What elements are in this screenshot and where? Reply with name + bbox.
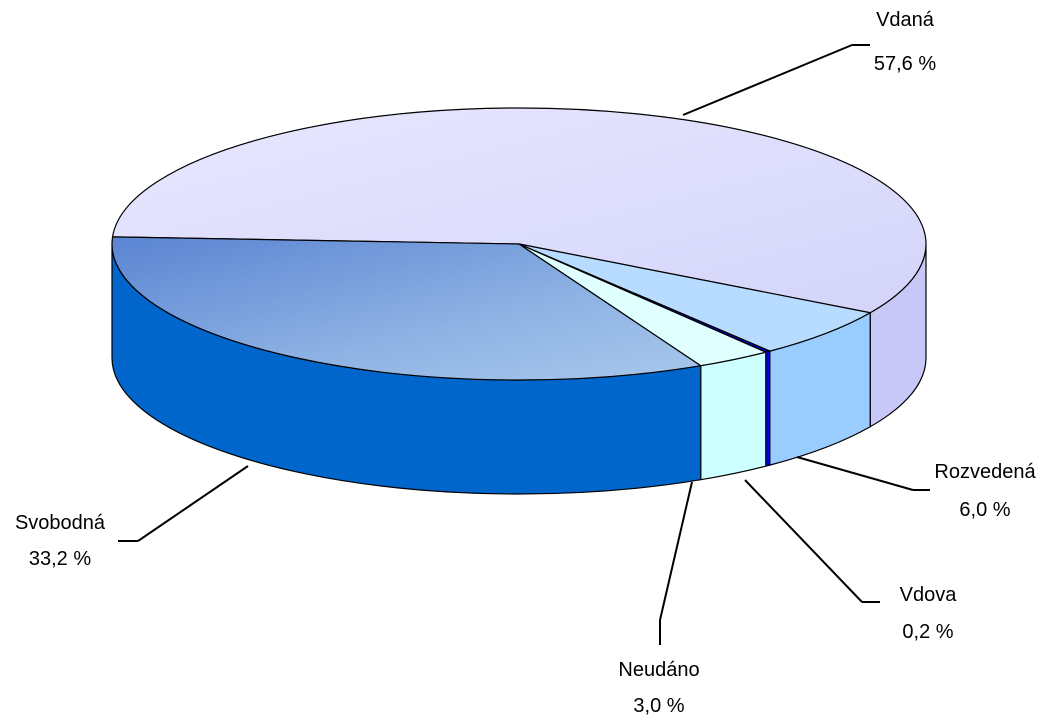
slice-label-2: Vdova — [900, 584, 958, 606]
slice-label-3: Neudáno — [618, 659, 699, 681]
slice-4 — [111, 236, 702, 381]
slice-side-3 — [700, 351, 767, 481]
slice-0 — [111, 107, 927, 314]
leader-line-3 — [659, 481, 693, 621]
slice-value-label-4: 33,2 % — [29, 548, 91, 570]
slice-labels: Vdaná 57,6 % Rozvedená 6,0 % Vdova 0,2 % Neudá… — [15, 9, 1037, 717]
pie-tops — [111, 107, 927, 381]
slice-label-0: Vdaná — [876, 9, 935, 31]
leader-lines — [118, 44, 930, 645]
slice-value-label-1: 6,0 % — [959, 499, 1010, 521]
slice-label-4: Svobodná — [15, 512, 106, 534]
leader-line-0 — [682, 44, 853, 116]
slice-label-1: Rozvedená — [934, 461, 1036, 483]
slice-side-2 — [765, 350, 771, 467]
slice-1 — [518, 243, 871, 352]
slice-value-label-0: 57,6 % — [874, 53, 936, 75]
slice-value-label-3: 3,0 % — [633, 695, 684, 717]
leader-line-1 — [796, 456, 914, 491]
leader-line-4 — [137, 465, 249, 542]
slice-value-label-2: 0,2 % — [902, 621, 953, 643]
leader-line-2 — [744, 479, 863, 603]
